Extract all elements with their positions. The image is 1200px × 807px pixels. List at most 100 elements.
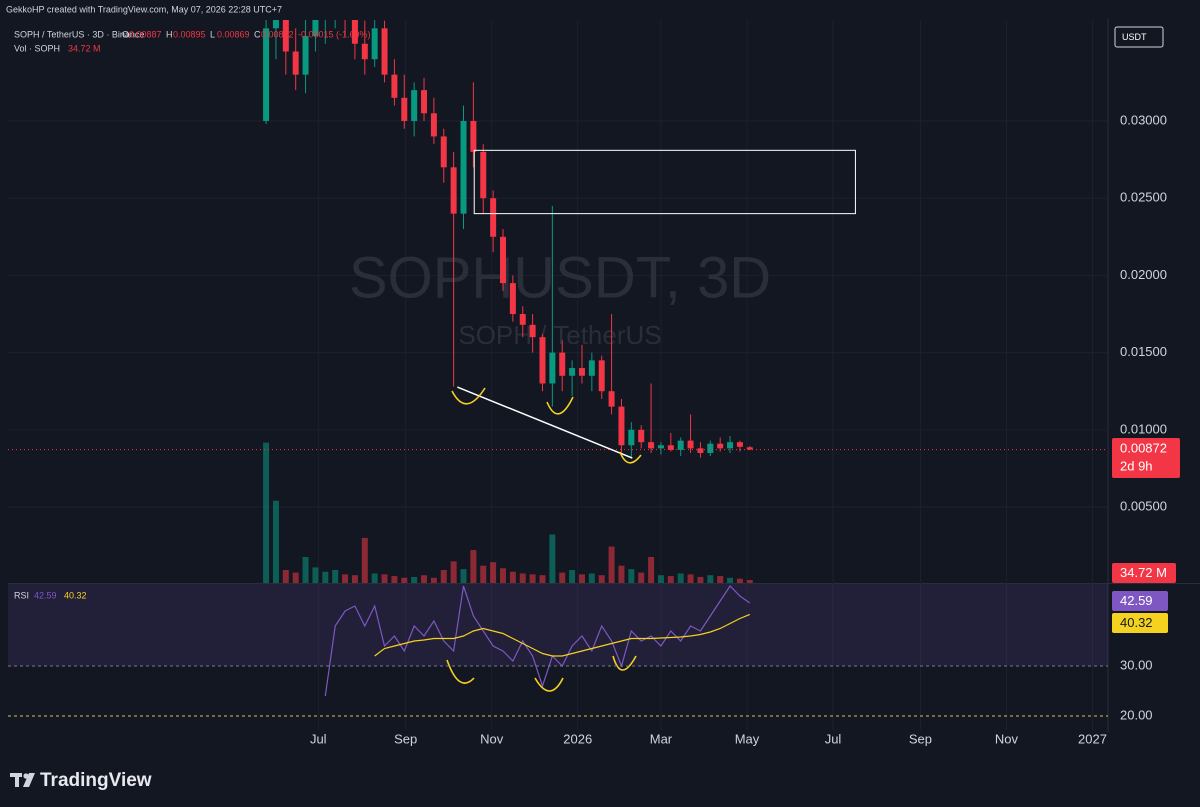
logo-slash [23, 773, 35, 787]
volume-bar [282, 570, 289, 583]
volume-bar [618, 565, 625, 583]
x-tick-label: Jul [825, 731, 842, 746]
candle-body [440, 136, 447, 168]
x-tick-label: Jul [310, 731, 327, 746]
volume-bar [391, 576, 398, 583]
volume-bar [707, 575, 714, 583]
candle-body [657, 445, 664, 449]
x-tick-label: Sep [909, 731, 932, 746]
candle-body [727, 442, 734, 449]
candle-body [450, 167, 457, 214]
candle-body [312, 20, 319, 37]
candle-body [351, 20, 358, 44]
volume-bar [263, 442, 270, 583]
rsi-title: RSI [14, 590, 29, 600]
volume-bar [628, 569, 635, 583]
watermark: SOPHUSDT, 3D [349, 245, 771, 310]
candle-body [648, 442, 655, 449]
curve [446, 659, 475, 684]
volume-bar [549, 534, 556, 583]
symbol-line: SOPH / TetherUS · 3D · Binance [14, 29, 144, 39]
volume-bar [411, 576, 418, 583]
candle-body [746, 447, 753, 450]
zone-box [473, 149, 856, 215]
volume-bar [470, 550, 477, 583]
candle-body [549, 352, 556, 384]
candle-body [588, 360, 595, 376]
rsi-ma-tag-value: 40.32 [1120, 615, 1153, 630]
volume-bar [361, 537, 368, 583]
volume-bar [588, 573, 595, 583]
candle-body [667, 445, 674, 450]
candle-body [638, 429, 645, 443]
candle-body [411, 90, 418, 121]
candle-body [391, 74, 398, 98]
volume-bar [598, 575, 605, 583]
volume-bar [302, 557, 309, 583]
legend-value: 0.00887 [129, 29, 162, 39]
candle-body [282, 20, 289, 52]
candle-body [371, 28, 378, 60]
legend-value: 0.00895 [173, 29, 206, 39]
legend-value: 0.00869 [217, 29, 250, 39]
volume-bar [480, 565, 487, 583]
curve [612, 655, 637, 671]
logo-stem [15, 773, 19, 787]
y-tick-label: 0.00500 [1120, 498, 1167, 513]
candle-body [302, 36, 309, 75]
candle-body [559, 352, 566, 376]
volume-bar [717, 576, 724, 583]
curve [534, 677, 564, 692]
volume-bar [440, 570, 447, 583]
legend-field: H [166, 29, 173, 39]
grid [8, 20, 1108, 730]
volume-bar [381, 574, 388, 583]
volume-bar [697, 576, 704, 583]
currency[interactable]: USDT [1122, 32, 1147, 42]
volume-bar [371, 573, 378, 583]
legend-field: L [210, 29, 215, 39]
candle-body [401, 97, 408, 121]
currency-box[interactable] [1114, 26, 1164, 48]
volume-bar [638, 572, 645, 583]
candle-body [480, 151, 487, 199]
volume-bar [687, 574, 694, 583]
price-tag [1112, 438, 1180, 478]
candle-body [598, 360, 605, 392]
volume-bar [421, 575, 428, 583]
rsi-legend-value: 42.59 [34, 590, 57, 600]
candle-body [529, 324, 536, 338]
volume-bar [578, 574, 585, 583]
highlight-curves [446, 387, 642, 692]
candle-body [578, 368, 585, 376]
volume-title: Vol · SOPH [14, 43, 60, 53]
candle-body [608, 391, 615, 407]
rsi-pane [8, 584, 1108, 697]
x-tick-label: Nov [480, 731, 504, 746]
volume-bar [351, 575, 358, 583]
volume-bar [727, 577, 734, 583]
volume-bar [677, 573, 684, 583]
price-tag-value: 0.00872 [1120, 440, 1167, 455]
ohlc-legend: O 0.00887 H 0.00895 L 0.00869 C 0.00872 -0.00015… [122, 29, 371, 39]
volume-bar [608, 546, 615, 583]
candle-body [569, 368, 576, 376]
candle-body [628, 429, 635, 446]
curve [451, 387, 486, 405]
y-tick-label: 0.02500 [1120, 190, 1167, 205]
volume-tag-value: 34.72 M [1120, 565, 1167, 580]
y-tick-label: 0.03000 [1120, 112, 1167, 127]
price-pane [8, 20, 1108, 583]
candle-body [736, 442, 743, 447]
volume-bar [529, 574, 536, 583]
candle-body [500, 236, 506, 284]
rsi-tick-label: 20.00 [1120, 707, 1153, 722]
created-note: GekkoHP created with TradingView.com, Ma… [6, 4, 282, 14]
brand: TradingView [40, 770, 152, 791]
volume-bar [657, 575, 664, 583]
volume-bar [322, 571, 329, 583]
